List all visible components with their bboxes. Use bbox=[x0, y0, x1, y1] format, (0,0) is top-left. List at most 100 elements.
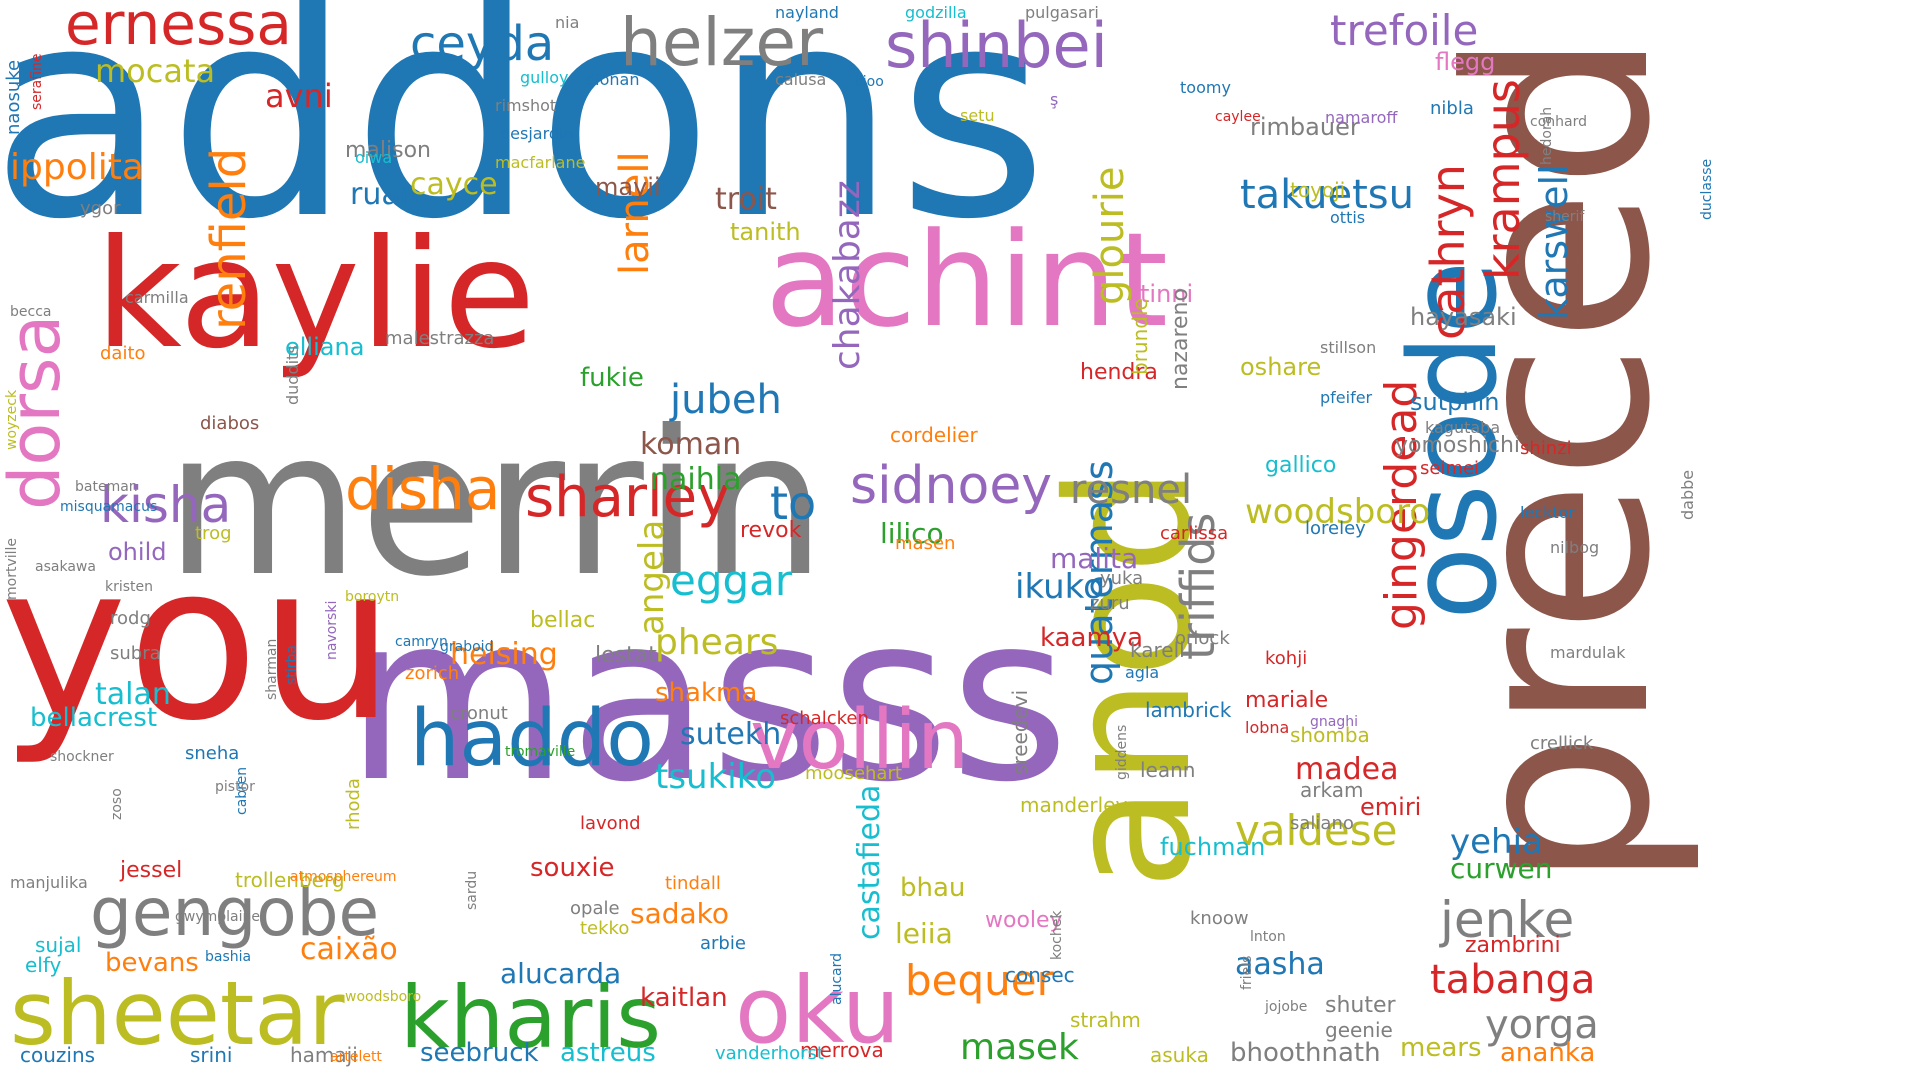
word-leiia: leiia bbox=[895, 917, 953, 950]
word-laney: jojobe bbox=[1265, 999, 1308, 1015]
word-sinje: shockner bbox=[50, 749, 114, 765]
word-stacies: zorich bbox=[405, 663, 460, 684]
word-tanith: tanith bbox=[730, 218, 801, 246]
word-phears: phears bbox=[655, 622, 779, 663]
word-angela: angela bbox=[632, 519, 672, 635]
word-eggar: eggar bbox=[670, 556, 793, 605]
word-vanderhorst: sreedevi bbox=[1008, 689, 1032, 775]
word-nibla: misquamacus bbox=[60, 499, 158, 515]
word-bellacrest: bellacrest bbox=[30, 703, 158, 733]
word-leann: carlissa bbox=[1160, 523, 1229, 544]
word-helzer: helzer bbox=[620, 4, 824, 81]
word-rimshot: serafine bbox=[29, 53, 45, 110]
word-macfarlane: duddits bbox=[283, 345, 302, 405]
word-setu: macfarlane bbox=[495, 153, 586, 172]
word-malestrazza: ş bbox=[1050, 90, 1059, 109]
word-tromaville: dabbe bbox=[1678, 469, 1697, 520]
word-kaitlan: kaitlan bbox=[640, 983, 728, 1013]
word-larnell: larnell bbox=[612, 151, 658, 275]
word-jessel: fuchman bbox=[1160, 833, 1266, 861]
word-sharley: sharley bbox=[525, 465, 731, 530]
word-yorga: yorga bbox=[1485, 1002, 1599, 1048]
word-moosehart: merrova bbox=[800, 1038, 884, 1062]
word-sharman: ottis bbox=[1330, 208, 1366, 227]
word-emiri: yomoshichi bbox=[1395, 433, 1521, 458]
word-kharis: kharis bbox=[400, 968, 662, 1068]
word-witley: gnaghi bbox=[1310, 714, 1358, 730]
word-you: you bbox=[0, 517, 396, 768]
word-ernessa: ernessa bbox=[65, 0, 292, 58]
word-mocata: mocata bbox=[95, 52, 216, 90]
word-carmilla: iiioo bbox=[855, 74, 884, 90]
word-akeley: rhoda bbox=[343, 778, 364, 830]
word-calusa: malison bbox=[345, 138, 432, 163]
word-gappa: navorski bbox=[324, 600, 340, 660]
word-sadako: sadako bbox=[630, 897, 730, 930]
word-oiwa: malestrazza bbox=[385, 328, 495, 349]
word-yomi: graboid bbox=[440, 639, 494, 655]
word-hendra: seimei bbox=[1420, 458, 1480, 479]
word-tsukiko: tsukiko bbox=[655, 757, 777, 797]
word-karell: mardulak bbox=[1550, 643, 1626, 662]
word-stillson: asakawa bbox=[35, 559, 96, 575]
word-stirba: sherif bbox=[1545, 209, 1585, 225]
word-duclasse: dionan bbox=[585, 70, 640, 89]
word-naihla: naihla bbox=[650, 462, 742, 497]
word-bequer: bequer bbox=[905, 956, 1054, 1005]
word-souxie: souxie bbox=[530, 853, 615, 883]
word-whitewood: giddens bbox=[1114, 724, 1130, 780]
word-merrova: shomba bbox=[1290, 723, 1370, 747]
word-artelett: brundle bbox=[1128, 298, 1152, 375]
word-ceyda: ceyda bbox=[410, 16, 555, 72]
word-duddits: setu bbox=[960, 106, 995, 125]
word-kady: arbie bbox=[700, 933, 746, 954]
word-kisha: kisha bbox=[100, 476, 232, 534]
word-kagutaba: kristen bbox=[105, 579, 154, 595]
word-seimei: rodg bbox=[110, 608, 151, 629]
word-gengobe: gengobe bbox=[90, 874, 380, 951]
word-cronut: consec bbox=[1005, 963, 1075, 987]
word-astreus: astreus bbox=[560, 1038, 656, 1068]
word-aasha: aasha bbox=[1235, 947, 1325, 982]
word-sutekh: sutekh bbox=[680, 717, 782, 752]
word-woyzeck: toomy bbox=[1180, 78, 1231, 97]
word-namaroff: diabos bbox=[200, 413, 260, 434]
word-yomoshichi: oshare bbox=[1240, 353, 1322, 381]
word-orlock: gwymplaine bbox=[175, 909, 260, 925]
word-breathingheavily: sneha bbox=[185, 743, 240, 764]
word-couzins: agla bbox=[1125, 663, 1160, 682]
word-nayland: daito bbox=[100, 343, 146, 364]
word-seebruck: seebruck bbox=[420, 1038, 539, 1068]
word-mortville: caylee bbox=[1215, 109, 1261, 125]
word-castafieda: castafieda bbox=[852, 784, 887, 940]
word-avni: avni bbox=[265, 77, 333, 115]
word-addons: addons bbox=[0, 0, 1049, 283]
word-lestat: knoow bbox=[1190, 908, 1249, 929]
word-brundle: zuru bbox=[1090, 593, 1130, 614]
word-lavond: revok bbox=[740, 518, 802, 543]
word-daito: manderley bbox=[1020, 793, 1128, 817]
word-elliana: elliana bbox=[285, 333, 365, 361]
word-jenke: jenke bbox=[1440, 891, 1575, 949]
word-abberline: schalcken bbox=[780, 708, 869, 729]
word-resnel: resnel bbox=[1070, 467, 1193, 513]
word-elfy: mariale bbox=[1245, 688, 1329, 713]
word-renfield: renfield bbox=[201, 147, 257, 330]
word-hollowface: moosehart bbox=[805, 763, 902, 784]
word-arbie: bellac bbox=[530, 608, 596, 633]
word-jubeh: jubeh bbox=[670, 377, 782, 423]
word-rimbauer: rimbauer bbox=[1250, 113, 1360, 141]
word-masss: masss bbox=[345, 566, 1070, 833]
word-ohild: ohild bbox=[108, 538, 167, 566]
word-bloodstone: kochek bbox=[1049, 910, 1065, 960]
word-revok: emiri bbox=[1360, 793, 1422, 821]
word-savaard: friels bbox=[1239, 955, 1255, 990]
word-talan: talan bbox=[95, 677, 171, 712]
word-lambrick: crellick bbox=[1530, 733, 1594, 754]
word-toomy: desjardin bbox=[500, 124, 574, 143]
word-koman: koman bbox=[640, 427, 742, 462]
word-disha: disha bbox=[345, 455, 501, 523]
word-knoow: woodsboro bbox=[345, 989, 422, 1005]
word-desjardin: becca bbox=[10, 304, 52, 320]
